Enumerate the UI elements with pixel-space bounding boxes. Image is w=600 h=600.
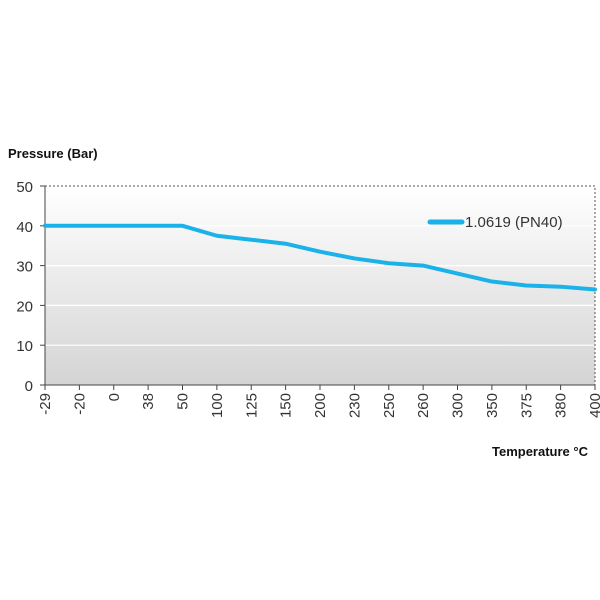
x-tick-label: 300 [450, 393, 467, 418]
x-tick-label: 200 [312, 393, 329, 418]
x-tick-label: 230 [346, 393, 363, 418]
y-axis-title: Pressure (Bar) [8, 146, 98, 161]
x-tick-label: 125 [243, 393, 260, 418]
x-tick-label: 375 [518, 393, 535, 418]
x-tick-label: -20 [71, 393, 88, 415]
x-tick-label: 260 [415, 393, 432, 418]
x-tick-label: 38 [140, 393, 157, 410]
x-tick-label: 100 [209, 393, 226, 418]
x-axis-title: Temperature °C [492, 444, 588, 459]
y-tick-label: 20 [16, 298, 33, 315]
x-tick-label: 250 [381, 393, 398, 418]
x-tick-label: 400 [587, 393, 600, 418]
y-tick-label: 0 [25, 378, 33, 395]
y-tick-label: 50 [16, 179, 33, 196]
series-line [43, 223, 597, 292]
x-tick-label: 0 [106, 393, 123, 401]
x-tick-label: 150 [278, 393, 295, 418]
y-tick-label: 10 [16, 338, 33, 355]
x-tick-label: -29 [37, 393, 54, 415]
x-tick-label: 50 [175, 393, 192, 410]
y-tick-label: 30 [16, 259, 33, 276]
x-tick-label: 350 [484, 393, 501, 418]
y-tick-label: 40 [16, 219, 33, 236]
legend-label: 1.0619 (PN40) [465, 214, 563, 231]
x-tick-label: 380 [553, 393, 570, 418]
plot-area [45, 186, 595, 385]
